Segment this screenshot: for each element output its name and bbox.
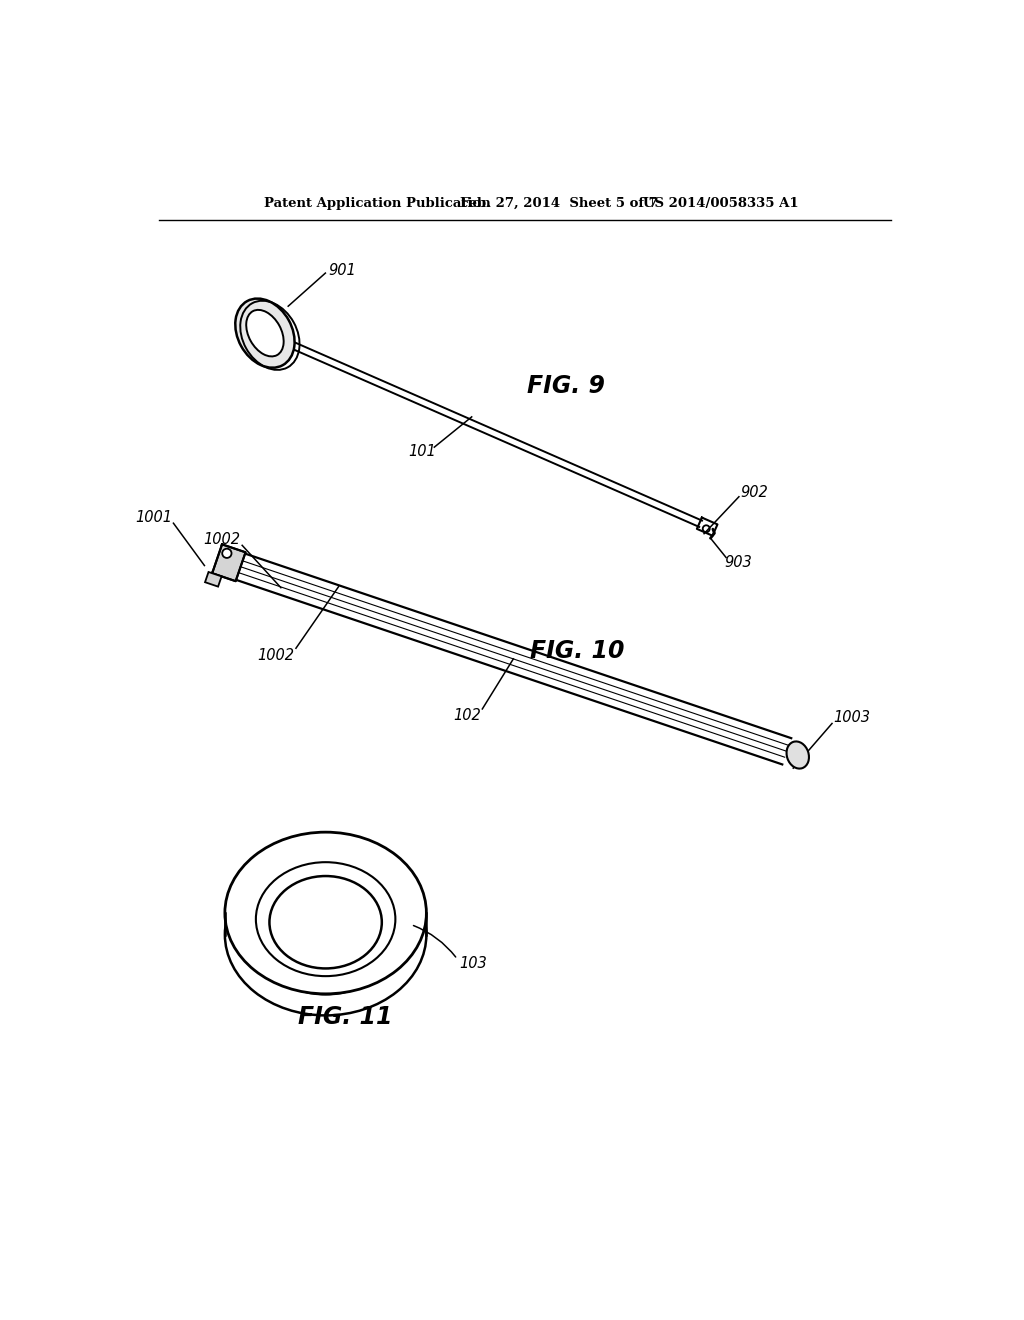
Text: US 2014/0058335 A1: US 2014/0058335 A1: [643, 197, 799, 210]
Ellipse shape: [236, 298, 295, 368]
Polygon shape: [205, 572, 221, 586]
Ellipse shape: [786, 742, 809, 768]
Text: 901: 901: [329, 263, 356, 277]
Text: 101: 101: [409, 445, 436, 459]
Text: 102: 102: [453, 708, 481, 722]
Text: FIG. 10: FIG. 10: [530, 639, 625, 663]
Text: FIG. 11: FIG. 11: [298, 1005, 392, 1030]
Text: 1002: 1002: [257, 648, 294, 664]
Circle shape: [222, 549, 231, 558]
Text: 1003: 1003: [834, 710, 870, 725]
Text: 103: 103: [459, 956, 486, 970]
Text: Feb. 27, 2014  Sheet 5 of 7: Feb. 27, 2014 Sheet 5 of 7: [460, 197, 657, 210]
Text: Patent Application Publication: Patent Application Publication: [263, 197, 490, 210]
Text: 1002: 1002: [204, 532, 241, 548]
Text: FIG. 9: FIG. 9: [527, 374, 605, 397]
Polygon shape: [212, 544, 246, 581]
Ellipse shape: [225, 832, 426, 994]
Text: 902: 902: [740, 486, 768, 500]
Text: 903: 903: [724, 556, 753, 570]
Ellipse shape: [269, 876, 382, 969]
Ellipse shape: [246, 310, 284, 356]
Text: 1001: 1001: [135, 510, 172, 524]
